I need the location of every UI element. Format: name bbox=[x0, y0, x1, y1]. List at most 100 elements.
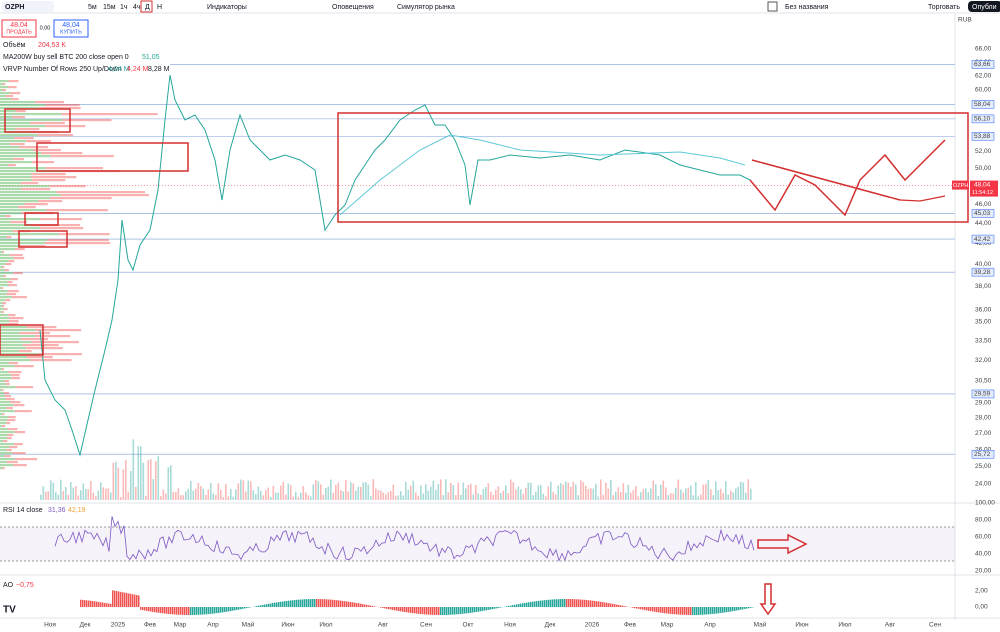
volume-bar bbox=[517, 486, 520, 500]
profile-bar bbox=[9, 254, 23, 257]
profile-bar bbox=[46, 209, 108, 212]
volume-bar bbox=[562, 484, 565, 500]
sell-button[interactable] bbox=[1, 19, 37, 38]
publish-label[interactable]: Опубли bbox=[972, 3, 997, 11]
volume-bar bbox=[567, 482, 570, 500]
profile-bar bbox=[12, 296, 27, 299]
profile-bar bbox=[0, 83, 3, 86]
volume-bar bbox=[275, 492, 277, 500]
buy-price[interactable]: 48,04 bbox=[62, 22, 80, 29]
volume-bar bbox=[342, 491, 345, 500]
volume-bar bbox=[180, 494, 182, 500]
volume-bar bbox=[620, 491, 622, 500]
volume-bar bbox=[67, 494, 70, 500]
profile-bar bbox=[14, 137, 34, 140]
volume-bar bbox=[340, 490, 342, 500]
ao-bar bbox=[556, 599, 558, 607]
ao-bar bbox=[316, 599, 318, 607]
volume-bar bbox=[505, 485, 507, 500]
volume-bar bbox=[550, 481, 552, 500]
publish-button[interactable] bbox=[968, 1, 1000, 12]
alerts-button[interactable]: Оповещения bbox=[332, 4, 374, 11]
interval-button[interactable]: 15м bbox=[103, 4, 116, 11]
time-label: Май bbox=[242, 621, 255, 629]
interval-button[interactable]: Д bbox=[145, 4, 150, 11]
ao-bar bbox=[270, 603, 272, 607]
volume-bar bbox=[192, 490, 195, 500]
layout-checkbox[interactable] bbox=[767, 1, 778, 12]
profile-bar bbox=[8, 284, 17, 287]
ao-bar bbox=[602, 602, 604, 607]
profile-bar bbox=[0, 302, 3, 305]
volume-bar bbox=[682, 492, 685, 500]
profile-bar bbox=[0, 452, 13, 455]
symbol-box[interactable] bbox=[2, 1, 54, 12]
ao-bar bbox=[538, 600, 540, 607]
price-tag bbox=[971, 234, 995, 244]
profile-bar bbox=[0, 248, 16, 251]
volume-bar bbox=[47, 491, 50, 500]
buy-button[interactable] bbox=[53, 19, 89, 38]
profile-bar bbox=[0, 107, 39, 110]
volume-bar bbox=[487, 483, 490, 500]
price-label: 27,00 bbox=[975, 430, 992, 437]
trade-button[interactable]: Торговать bbox=[928, 4, 960, 11]
interval-button[interactable]: 1ч bbox=[120, 4, 128, 11]
sell-price[interactable]: 48,04 bbox=[10, 22, 28, 29]
profile-bar bbox=[19, 332, 51, 335]
ao-bar bbox=[404, 607, 406, 613]
profile-bar bbox=[0, 392, 5, 395]
ao-bar bbox=[644, 607, 646, 611]
price-label: 36,00 bbox=[975, 306, 992, 313]
profile-bar bbox=[0, 299, 6, 302]
profile-bar bbox=[4, 395, 12, 398]
ao-bar bbox=[190, 607, 192, 615]
ao-bar bbox=[728, 607, 730, 612]
sell-label[interactable]: ПРОДАТЬ bbox=[6, 29, 32, 35]
ao-bar bbox=[182, 607, 184, 615]
ao-bar bbox=[88, 600, 90, 607]
profile-bar bbox=[0, 467, 3, 470]
ao-bar bbox=[220, 607, 222, 613]
volume-bar bbox=[215, 495, 217, 500]
profile-bar bbox=[4, 269, 9, 272]
ao-bar bbox=[134, 594, 136, 607]
indicators-button[interactable]: Индикаторы bbox=[207, 4, 247, 11]
volume-bar bbox=[440, 479, 442, 500]
profile-bar bbox=[0, 368, 3, 371]
buy-label[interactable]: КУПИТЬ bbox=[60, 29, 82, 35]
volume-bar bbox=[252, 490, 255, 500]
ao-bar bbox=[184, 607, 186, 615]
volume-bar bbox=[332, 492, 335, 500]
volume-bar bbox=[625, 492, 627, 500]
interval-button[interactable]: 5м bbox=[88, 4, 97, 11]
symbol[interactable]: OZPH bbox=[5, 4, 24, 11]
volume-bar bbox=[610, 479, 612, 500]
profile-bar bbox=[0, 329, 36, 332]
interval-button[interactable]: 4ч bbox=[133, 4, 141, 11]
replay-button[interactable]: Симулятор рынка bbox=[397, 4, 455, 11]
ao-bar bbox=[734, 607, 736, 611]
ao-bar bbox=[656, 607, 658, 613]
profile-bar bbox=[15, 110, 26, 113]
profile-bar bbox=[8, 80, 19, 83]
volume-bar bbox=[52, 482, 55, 500]
ao-bar bbox=[188, 607, 190, 615]
ao-bar bbox=[96, 601, 98, 607]
profile-bar bbox=[0, 359, 31, 362]
ao-bar bbox=[600, 601, 602, 607]
ao-bar bbox=[230, 607, 232, 612]
ao-bar bbox=[750, 607, 752, 608]
price-tag-label: 39,28 bbox=[974, 269, 991, 276]
price-tag bbox=[971, 209, 995, 218]
profile-bar bbox=[0, 365, 15, 368]
layout-name[interactable]: Без названия bbox=[785, 4, 829, 11]
volume-bar bbox=[250, 481, 252, 500]
ao-bar bbox=[460, 607, 462, 615]
profile-bar bbox=[0, 347, 26, 350]
ao-bar bbox=[364, 604, 366, 607]
volume-bar bbox=[677, 479, 680, 500]
profile-bar bbox=[3, 440, 8, 443]
interval-button[interactable]: Н bbox=[157, 4, 162, 11]
volume-bar bbox=[307, 495, 310, 500]
